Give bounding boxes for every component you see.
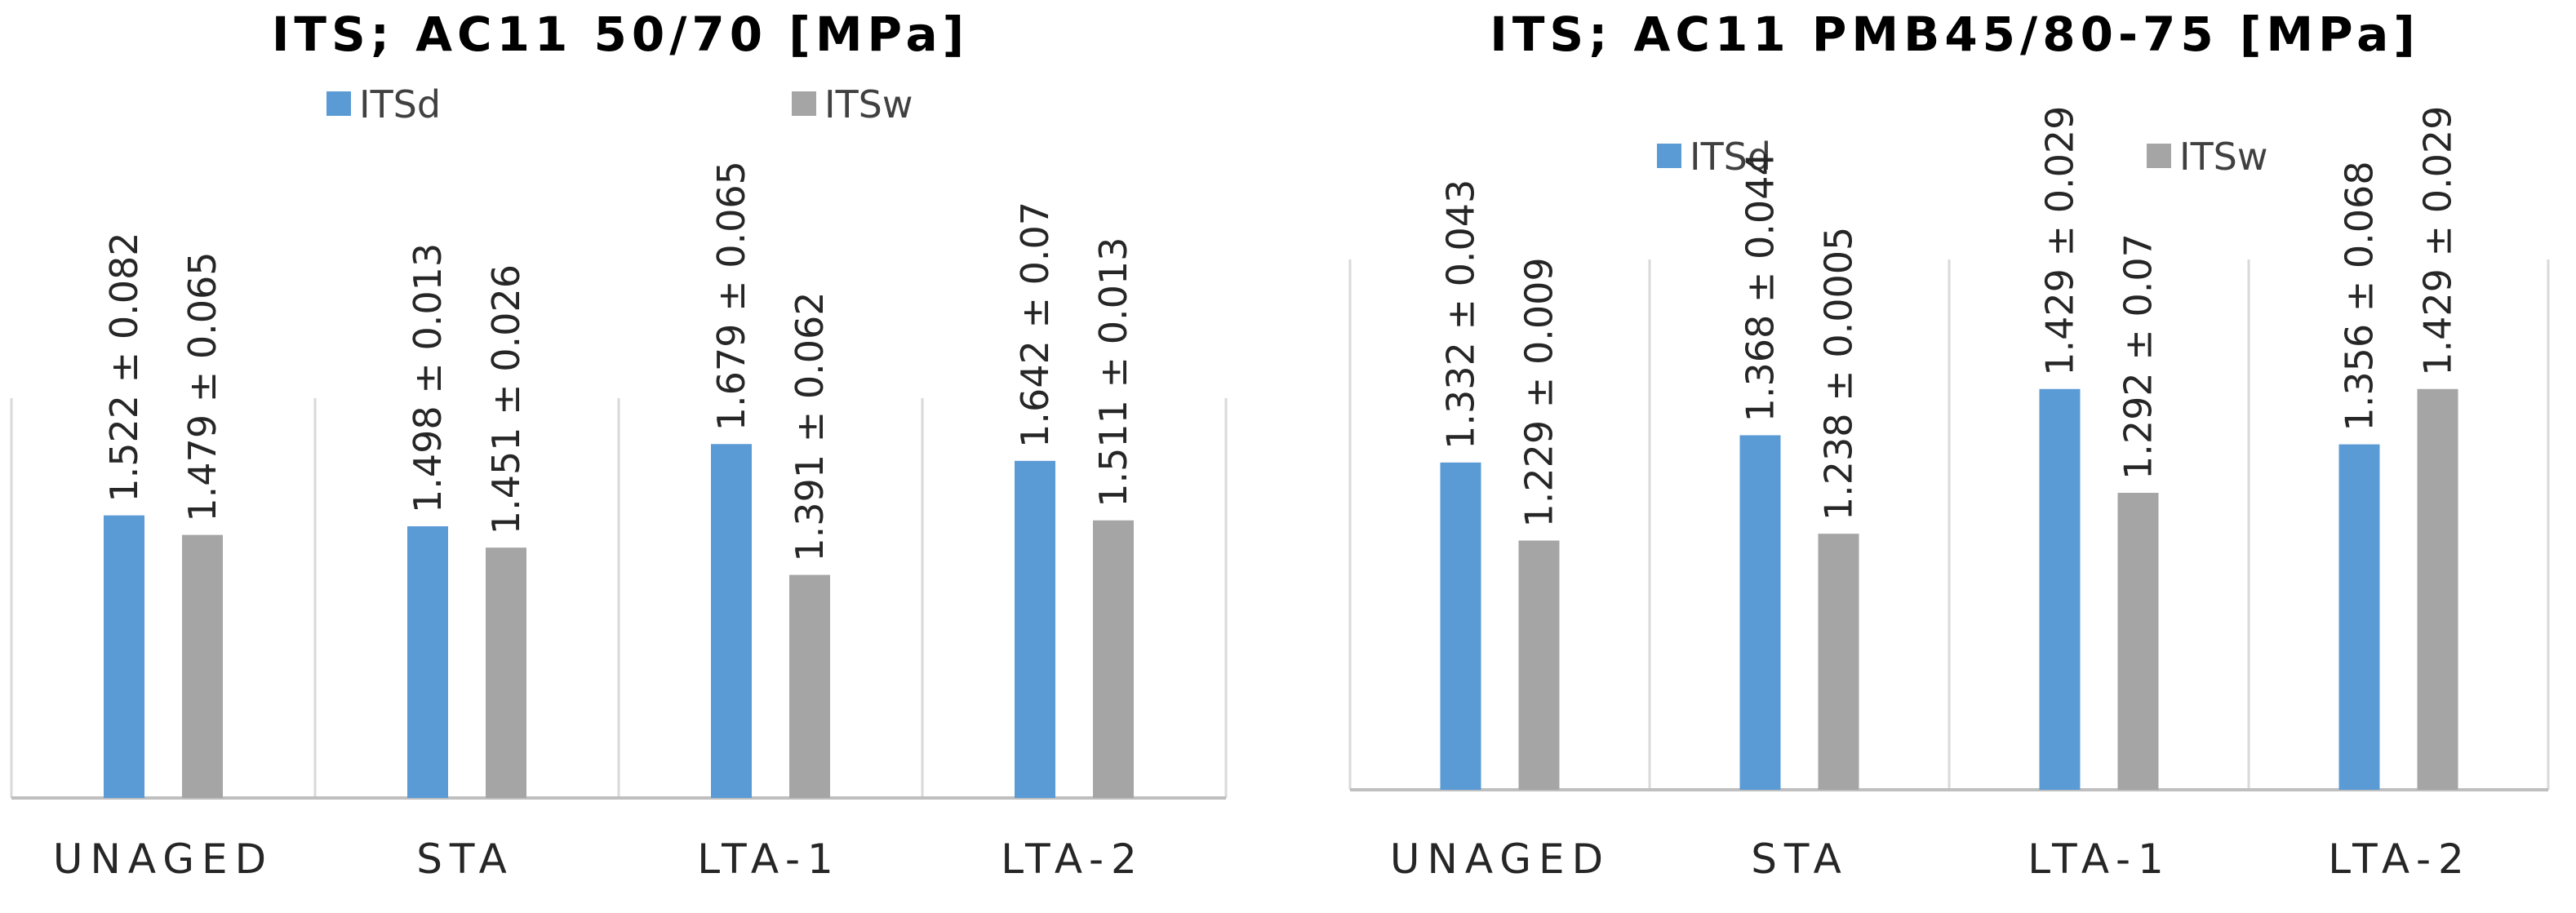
data-label: 1.498 ± 0.013 [406, 243, 450, 513]
bar-itsd-unaged [104, 515, 144, 798]
bar-itsd-lta-2 [2338, 444, 2380, 790]
data-label: 1.429 ± 0.029 [2416, 106, 2460, 376]
legend-label-itsd: ITSd [1690, 135, 1771, 179]
chart-title: ITS; AC11 PMB45/80-75 [MPa] [1490, 7, 2420, 62]
x-axis: UNAGED STA LTA-1 LTA-2 [53, 835, 1144, 883]
data-label: 1.356 ± 0.068 [2338, 161, 2382, 431]
bar-itsd-sta [407, 526, 448, 798]
bar-itsw-lta-1 [2117, 493, 2159, 790]
bar-itsd-unaged [1440, 462, 1481, 790]
bar-itsw-lta-2 [1093, 520, 1134, 798]
data-label: 1.479 ± 0.065 [180, 251, 224, 521]
x-tick-label: LTA-2 [1001, 835, 1144, 883]
legend-label-itsw: ITSw [2179, 135, 2268, 179]
x-tick-label: UNAGED [1390, 835, 1610, 883]
x-tick-label: LTA-2 [2328, 835, 2472, 883]
x-tick-label: LTA-1 [2027, 835, 2171, 883]
data-label: 1.332 ± 0.043 [1439, 179, 1483, 450]
bar-itsd-sta [1739, 435, 1781, 790]
data-label: 1.642 ± 0.07 [1013, 202, 1057, 448]
data-label: 1.368 ± 0.044 [1739, 152, 1783, 422]
data-label: 1.229 ± 0.009 [1517, 257, 1561, 527]
bar-itsw-unaged [1518, 540, 1560, 790]
legend: ITSd ITSw [1657, 135, 2268, 179]
chart-its-ac11-pmb45-80-75: ITS; AC11 PMB45/80-75 [MPa] ITSd ITSw 1.… [1348, 7, 2550, 883]
legend-label-itsw: ITSw [824, 82, 913, 126]
legend-swatch-itsd [1657, 144, 1681, 168]
data-label: 1.451 ± 0.026 [484, 264, 528, 534]
x-tick-label: STA [416, 835, 514, 883]
bar-itsw-lta-1 [789, 574, 830, 798]
legend-swatch-itsd [326, 91, 351, 116]
x-axis: UNAGED STA LTA-1 LTA-2 [1390, 835, 2472, 883]
bar-itsw-sta [1818, 534, 1859, 790]
data-label: 1.511 ± 0.013 [1091, 237, 1135, 507]
x-tick-label: UNAGED [53, 835, 273, 883]
chart-its-ac11-50-70: ITS; AC11 50/70 [MPa] ITSd ITSw 1.522 ± … [10, 7, 1228, 883]
legend-swatch-itsw [2147, 144, 2171, 168]
data-label: 1.238 ± 0.0005 [1817, 227, 1861, 521]
legend-swatch-itsw [792, 91, 816, 116]
data-label: 1.391 ± 0.062 [788, 291, 832, 561]
data-label: 1.522 ± 0.082 [102, 232, 146, 502]
bar-itsd-lta-1 [2039, 388, 2081, 790]
legend: ITSd ITSw [326, 82, 913, 126]
data-label: 1.679 ± 0.065 [709, 161, 753, 431]
bar-itsw-lta-2 [2417, 388, 2458, 790]
chart-title: ITS; AC11 50/70 [MPa] [272, 7, 969, 62]
bar-itsw-unaged [182, 534, 223, 798]
data-label: 1.429 ± 0.029 [2038, 106, 2082, 376]
bar-itsd-lta-2 [1015, 460, 1055, 798]
plot-area: 1.332 ± 0.043 1.229 ± 0.009 1.368 ± 0.044 1… [1348, 106, 2550, 791]
legend-label-itsd: ITSd [359, 82, 441, 126]
bar-itsw-sta [486, 547, 526, 798]
plot-area: 1.522 ± 0.082 1.479 ± 0.065 1.498 ± 0.013 1… [10, 161, 1228, 800]
data-label: 1.292 ± 0.07 [2116, 233, 2161, 480]
bar-itsd-lta-1 [711, 444, 752, 798]
x-tick-label: LTA-1 [697, 835, 841, 883]
x-tick-label: STA [1751, 835, 1849, 883]
